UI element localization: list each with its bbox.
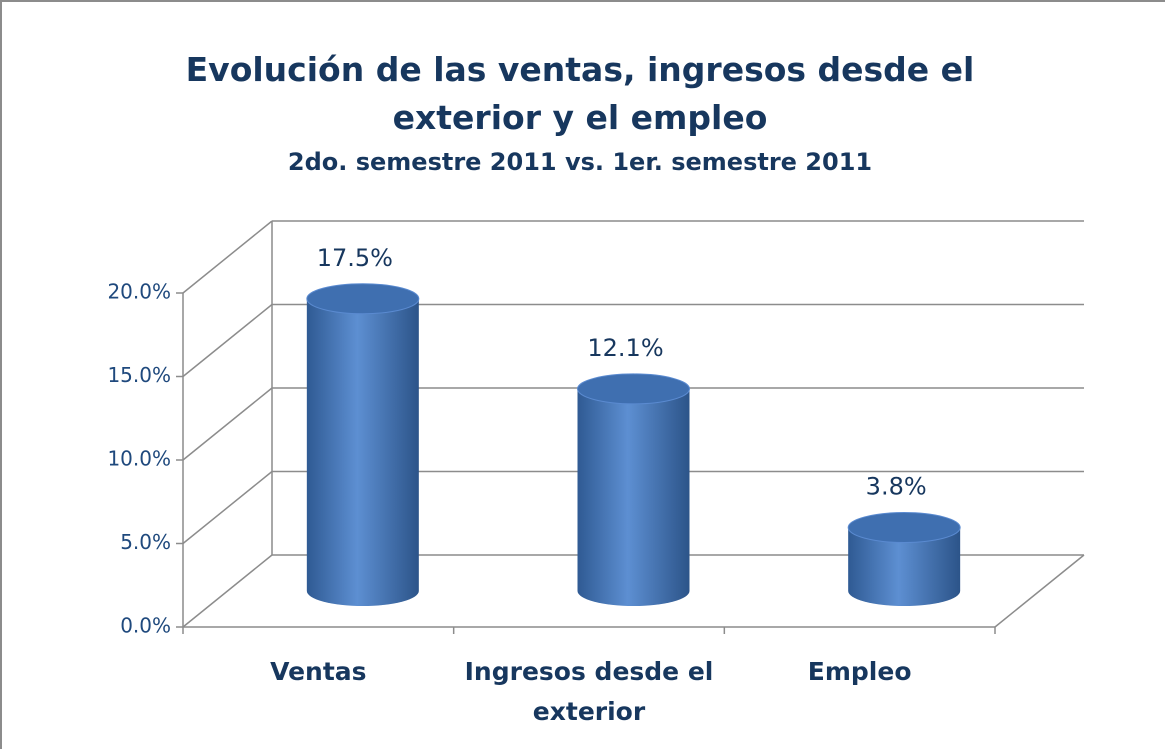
grid-side: [182, 470, 273, 545]
bar: [306, 298, 419, 606]
y-tick-label: 20.0%: [107, 280, 171, 304]
y-tick-label: 10.0%: [107, 447, 171, 471]
y-tick-label: 0.0%: [120, 614, 171, 638]
bar-top: [847, 512, 961, 544]
floor-right: [994, 554, 1085, 628]
grid-side: [182, 387, 273, 461]
chart-title: Evolución de las ventas, ingresos desde …: [185, 50, 975, 137]
value-label: 17.5%: [317, 244, 393, 272]
bar-top: [577, 373, 690, 405]
bar: [577, 388, 690, 606]
chart-subtitle: 2do. semestre 2011 vs. 1er. semestre 201…: [287, 148, 873, 176]
bar: [848, 527, 961, 606]
grid-side: [182, 303, 273, 378]
x-tick-label: Ingresos desde el exterior: [464, 657, 714, 726]
y-tick-label: 5.0%: [120, 530, 171, 554]
bar-top: [306, 283, 420, 315]
y-tick-label: 15.0%: [107, 363, 171, 387]
x-tick-label: Ventas: [270, 657, 367, 686]
grid-side: [182, 220, 273, 294]
value-label: 12.1%: [587, 334, 663, 362]
value-label: 3.8%: [866, 473, 927, 501]
grid-side: [182, 554, 273, 628]
x-tick-label: Empleo: [807, 657, 912, 686]
